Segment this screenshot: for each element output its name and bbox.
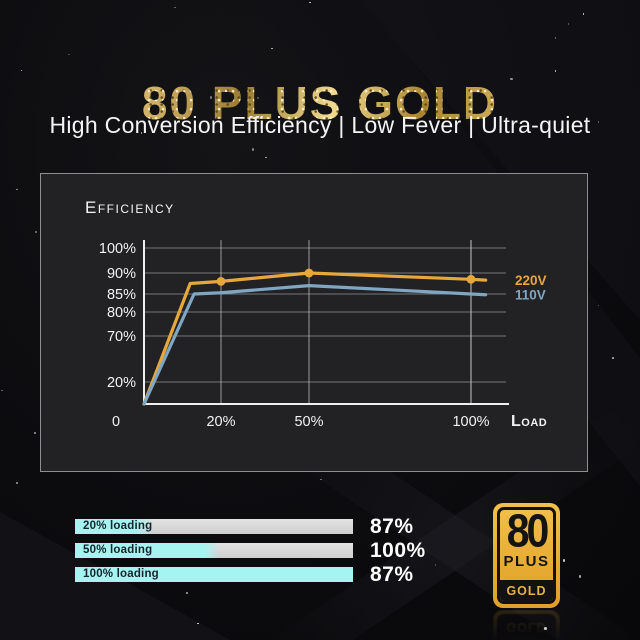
loading-bar-value: 100% [370,539,426,562]
loading-bar-row: 100% loading 87% [75,563,505,586]
loading-bar-fill [75,567,353,582]
star-dot [554,37,557,39]
legend-label-110V: 110V [515,288,546,303]
star-dot [582,13,585,15]
series-line-110V [142,283,488,406]
star-dot [251,148,255,151]
y-tick-label: 90% [107,266,136,282]
loading-bar-row: 50% loading 100% [75,539,505,562]
x-tick-label: 50% [294,414,323,430]
loading-bar-value: 87% [370,563,414,586]
star-dot [34,230,38,234]
y-tick-label: 80% [107,305,136,321]
legend-label-220V: 220V [515,273,547,288]
star-dot [174,6,176,9]
x-axis-title: Load [511,413,547,430]
data-point-marker [466,274,476,284]
star-dot [186,592,188,594]
x-tick-label: 0 [112,414,120,430]
y-tick-label: 85% [107,287,136,303]
x-tick-label: 100% [452,414,489,430]
star-dot [271,47,273,50]
loading-bar-track: 20% loading [75,519,353,534]
efficiency-line-chart: 100% 90% 85% 80% 70% 20% 0 20% 50% 100% Load 220V11… [99,240,547,430]
star-dot [578,575,582,578]
data-point-marker [216,277,226,286]
data-point-marker [304,268,314,278]
star-dot [309,1,311,4]
badge-inner-frame: 80 PLUS GOLD [497,507,556,604]
loading-bar-fill [75,519,153,534]
80plus-gold-badge: 80 PLUS GOLD [493,503,560,608]
star-dot [68,53,70,56]
star-dot [567,23,570,25]
badge-number: 80 [506,507,550,557]
badge-plus-label: PLUS [503,553,550,570]
star-dot [612,357,614,359]
x-tick-label: 20% [206,414,235,430]
y-tick-label: 20% [107,375,136,391]
loading-bar-label: 20% loading [83,520,153,532]
star-dot [197,622,199,625]
efficiency-chart-panel: 100% 90% 85% 80% 70% 20% 0 20% 50% 100% Load 220V 11… [40,173,588,472]
badge-tier-label: GOLD [506,583,547,598]
badge-reflection: 80 PLUS GOLD [493,610,560,640]
badge-tier-strip: GOLD [500,580,553,601]
loading-bar-value: 87% [370,515,414,538]
y-tick-label: 70% [107,329,136,345]
loading-bar-fill [75,543,220,558]
loading-bar-track: 100% loading [75,567,353,582]
star-dot [562,559,566,562]
loading-bar-label: 50% loading [83,544,153,556]
chart-title: Efficiency [85,198,175,217]
star-dot [15,481,19,485]
loading-bar-label: 100% loading [83,568,159,580]
star-dot [597,304,600,307]
star-dot [20,69,23,72]
star-dot [34,432,36,434]
star-dot [265,156,267,159]
loading-bar-track: 50% loading [75,543,353,558]
star-dot [16,188,18,191]
page-subtitle: High Conversion Efficiency | Low Fever |… [49,112,591,138]
star-dot [554,70,557,72]
star-dot [1,389,3,392]
loading-bar-row: 20% loading 87% [75,515,505,538]
page-title: 80 PLUS GOLD [0,78,640,128]
y-tick-label: 100% [99,241,136,257]
